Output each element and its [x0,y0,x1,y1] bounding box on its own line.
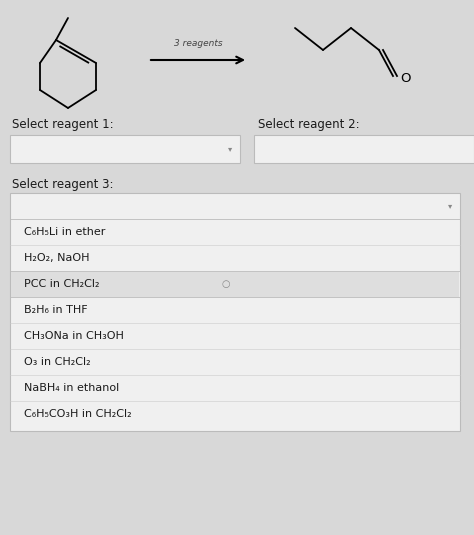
Text: PCC in CH₂Cl₂: PCC in CH₂Cl₂ [24,279,100,289]
Text: Select reagent 2:: Select reagent 2: [258,118,360,131]
Text: H₂O₂, NaOH: H₂O₂, NaOH [24,253,90,263]
Text: Select reagent 3:: Select reagent 3: [12,178,113,191]
Bar [10,193,460,431]
Text: O₃ in CH₂Cl₂: O₃ in CH₂Cl₂ [24,357,91,367]
Text: ▾: ▾ [448,202,452,210]
Text: B₂H₆ in THF: B₂H₆ in THF [24,305,88,315]
Text: 3 reagents: 3 reagents [173,39,222,48]
Bar [10,135,240,163]
Bar [11,271,459,296]
Text: O: O [400,72,410,85]
Text: NaBH₄ in ethanol: NaBH₄ in ethanol [24,383,119,393]
Text: Select reagent 1:: Select reagent 1: [12,118,114,131]
Bar [254,135,474,163]
Text: ○: ○ [222,279,230,289]
Text: C₆H₅Li in ether: C₆H₅Li in ether [24,227,105,237]
Text: ▾: ▾ [228,144,232,154]
Text: C₆H₅CO₃H in CH₂Cl₂: C₆H₅CO₃H in CH₂Cl₂ [24,409,132,419]
Text: CH₃ONa in CH₃OH: CH₃ONa in CH₃OH [24,331,124,341]
